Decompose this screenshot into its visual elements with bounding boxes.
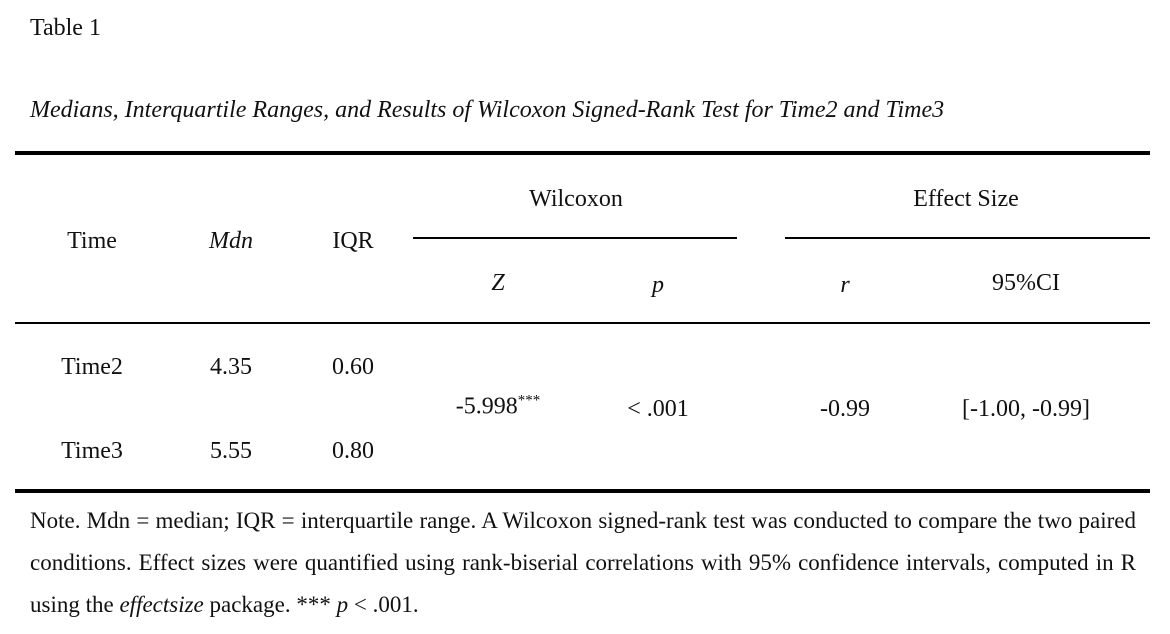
significance: *** bbox=[517, 392, 541, 409]
column-header: Z bbox=[491, 270, 505, 296]
top-rule bbox=[15, 151, 1150, 155]
column-header: IQR bbox=[332, 228, 374, 254]
cell: Time3 bbox=[61, 438, 123, 464]
group-rule bbox=[785, 237, 1150, 239]
note-text: p bbox=[336, 592, 349, 617]
table-note: Note. Mdn = median; IQR = interquartile … bbox=[30, 500, 1136, 626]
table-title: Medians, Interquartile Ranges, and Resul… bbox=[30, 97, 945, 123]
note-text: effectsize bbox=[119, 592, 204, 617]
note-text: < .001. bbox=[348, 592, 419, 617]
note-text: package. *** bbox=[203, 592, 337, 617]
bottom-rule bbox=[15, 489, 1150, 493]
cell: -0.99 bbox=[820, 396, 870, 422]
group-header: Effect Size bbox=[913, 186, 1019, 212]
cell: 4.35 bbox=[210, 354, 252, 380]
header-rule bbox=[15, 322, 1150, 324]
cell: 5.55 bbox=[210, 438, 252, 464]
column-header: 95%CI bbox=[992, 270, 1060, 296]
cell: [-1.00, -0.99] bbox=[962, 396, 1090, 422]
column-header: r bbox=[840, 272, 850, 298]
cell: 0.80 bbox=[332, 438, 374, 464]
note-text: Note. Mdn = median; IQR = interquartile … bbox=[30, 508, 1136, 617]
table-label: Table 1 bbox=[30, 15, 101, 41]
z-value: -5.998 bbox=[455, 393, 518, 420]
cell: < .001 bbox=[627, 396, 689, 422]
column-header: Mdn bbox=[209, 228, 253, 254]
cell: -5.998*** bbox=[455, 392, 541, 420]
cell: Time2 bbox=[61, 354, 123, 380]
column-header: Time bbox=[67, 228, 117, 254]
cell: 0.60 bbox=[332, 354, 374, 380]
column-header: p bbox=[652, 272, 664, 298]
group-header: Wilcoxon bbox=[529, 186, 623, 212]
group-rule bbox=[413, 237, 737, 239]
